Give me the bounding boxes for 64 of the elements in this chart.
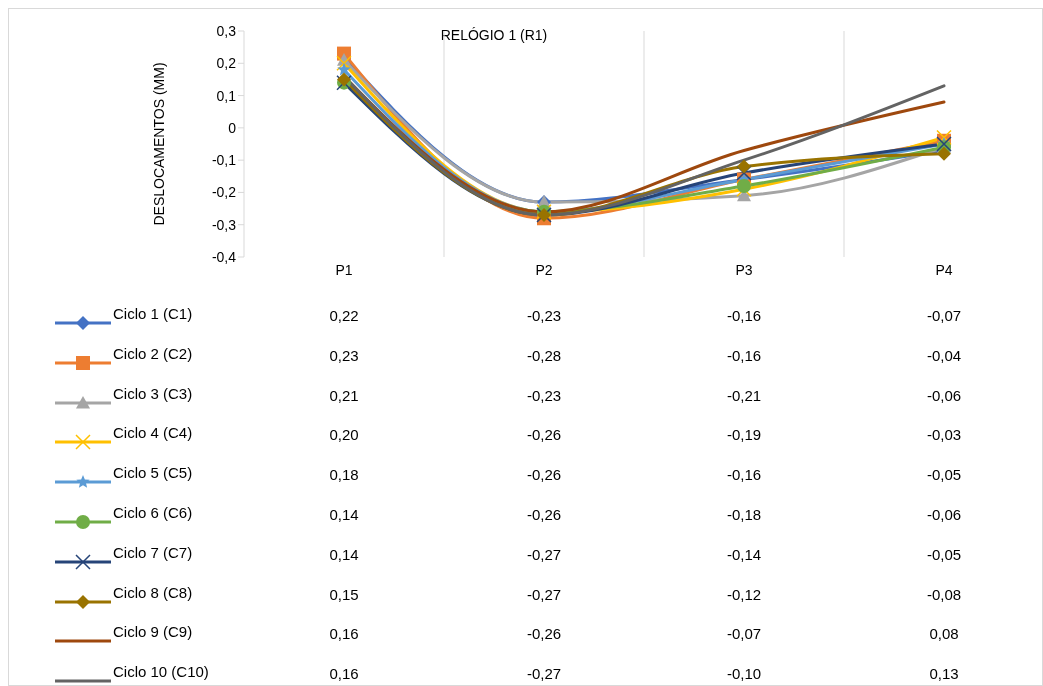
data-label: -0,12 bbox=[725, 585, 763, 603]
data-label: -0,27 bbox=[525, 665, 563, 683]
y-tick-label: -0,1 bbox=[211, 152, 237, 169]
data-label: -0,23 bbox=[525, 386, 563, 404]
legend-label: Ciclo 6 (C6) bbox=[113, 503, 193, 521]
y-tick-label: 0,2 bbox=[216, 55, 237, 72]
data-label: -0,07 bbox=[725, 625, 763, 643]
data-label: -0,08 bbox=[925, 585, 963, 603]
data-label: 0,22 bbox=[328, 307, 360, 324]
data-label: -0,10 bbox=[725, 665, 763, 683]
data-label: -0,18 bbox=[725, 505, 763, 523]
y-axis-title: DESLOCAMENTOS (MM) bbox=[150, 62, 167, 226]
data-label: -0,05 bbox=[925, 466, 963, 484]
legend-label: Ciclo 4 (C4) bbox=[113, 424, 193, 442]
data-label: 0,08 bbox=[928, 625, 960, 643]
data-label: 0,16 bbox=[328, 625, 360, 643]
data-label: 0,20 bbox=[328, 426, 360, 444]
data-label: -0,14 bbox=[725, 545, 763, 563]
data-label: 0,15 bbox=[328, 585, 360, 603]
y-tick-label: -0,2 bbox=[211, 184, 237, 201]
legend-label: Ciclo 9 (C9) bbox=[113, 623, 193, 641]
y-tick-label: 0,1 bbox=[216, 87, 237, 104]
data-label: -0,07 bbox=[925, 307, 963, 324]
data-label: -0,06 bbox=[925, 386, 963, 404]
data-label: -0,21 bbox=[725, 386, 763, 404]
data-label: -0,27 bbox=[525, 545, 563, 563]
legend-label: Ciclo 10 (C10) bbox=[113, 663, 209, 681]
legend-label: Ciclo 3 (C3) bbox=[113, 384, 193, 402]
data-label: -0,06 bbox=[925, 505, 963, 523]
data-label: 0,21 bbox=[328, 386, 360, 404]
data-label: -0,03 bbox=[925, 426, 963, 444]
data-label: -0,27 bbox=[525, 585, 563, 603]
data-label: -0,05 bbox=[925, 545, 963, 563]
data-label: -0,28 bbox=[525, 346, 563, 364]
data-label: 0,23 bbox=[328, 346, 360, 364]
legend-label: Ciclo 2 (C2) bbox=[113, 344, 193, 362]
data-label: -0,26 bbox=[525, 625, 563, 643]
y-tick-label: -0,3 bbox=[211, 216, 237, 233]
data-label: 0,16 bbox=[328, 665, 360, 683]
data-label: 0,18 bbox=[328, 466, 360, 484]
y-tick-label: 0 bbox=[228, 119, 237, 136]
data-label: -0,16 bbox=[725, 466, 763, 484]
data-label: -0,26 bbox=[525, 426, 563, 444]
y-tick-label: -0,4 bbox=[211, 248, 237, 265]
y-tick-label: 0,3 bbox=[216, 22, 237, 39]
legend-label: Ciclo 8 (C8) bbox=[113, 583, 193, 601]
legend-label: Ciclo 7 (C7) bbox=[113, 543, 193, 561]
x-tick-label: P1 bbox=[335, 261, 353, 278]
legend-label: Ciclo 1 (C1) bbox=[113, 305, 193, 322]
data-label: 0,13 bbox=[928, 665, 960, 683]
legend-label: Ciclo 5 (C5) bbox=[113, 464, 193, 482]
data-label: -0,16 bbox=[725, 307, 763, 324]
data-label: -0,04 bbox=[925, 346, 963, 364]
data-label: -0,26 bbox=[525, 466, 563, 484]
data-label: -0,16 bbox=[725, 346, 763, 364]
x-tick-label: P3 bbox=[735, 261, 753, 278]
data-label: 0,14 bbox=[328, 545, 360, 563]
x-tick-label: P4 bbox=[935, 261, 953, 278]
data-label: -0,26 bbox=[525, 505, 563, 523]
chart-title: RELÓGIO 1 (R1) bbox=[439, 27, 549, 43]
data-label: -0,19 bbox=[725, 426, 763, 444]
x-tick-label: P2 bbox=[535, 261, 553, 278]
data-label: -0,23 bbox=[525, 307, 563, 324]
data-label: 0,14 bbox=[328, 505, 360, 523]
